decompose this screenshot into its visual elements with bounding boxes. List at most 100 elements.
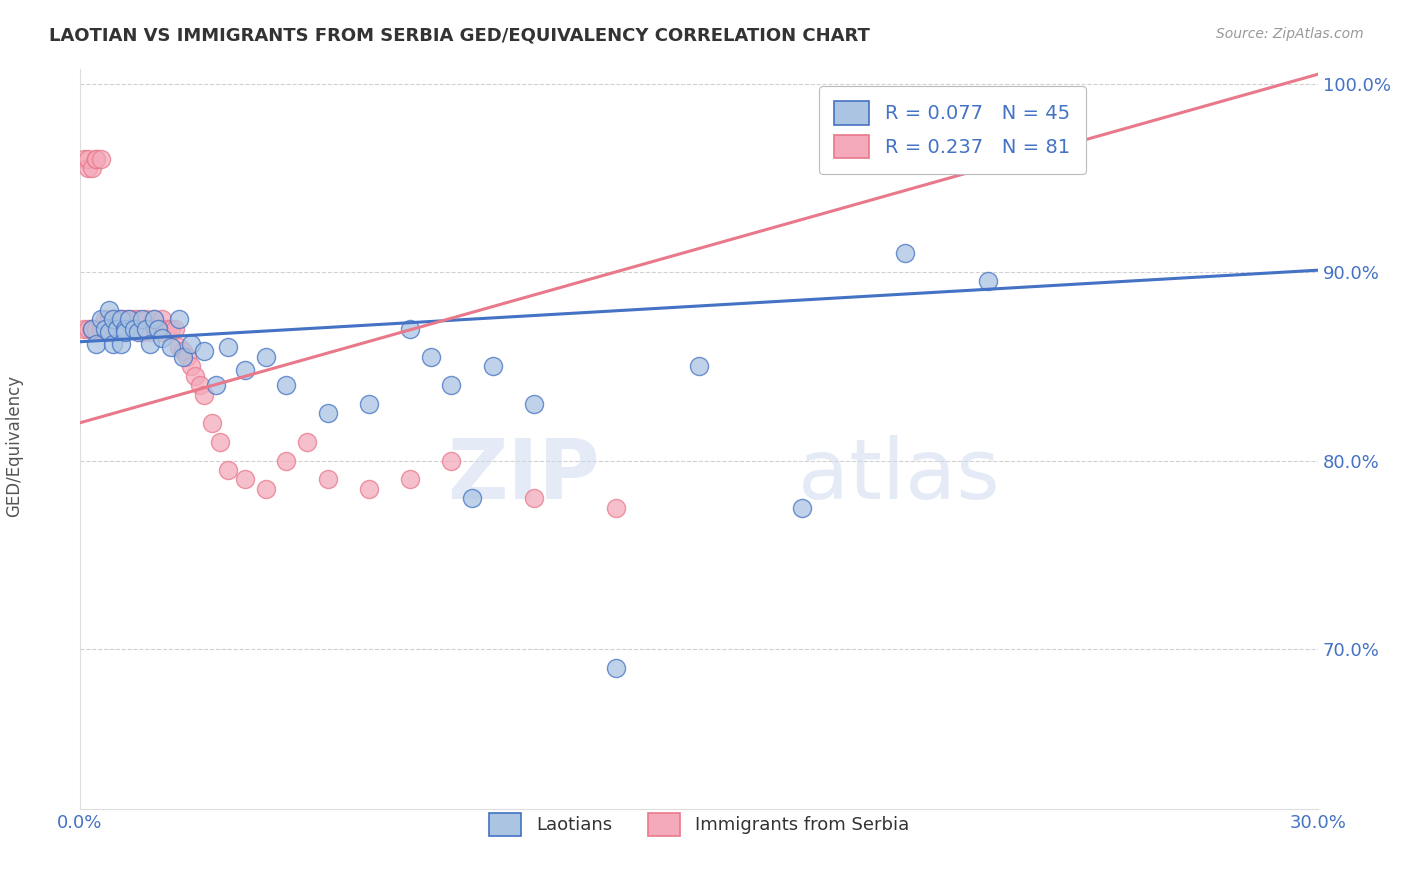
Point (135, 321, 157, 335)
Point (110, 312, 132, 326)
Point (97, 321, 120, 335)
Point (193, 344, 215, 359)
Point (155, 321, 177, 335)
Point (139, 326, 162, 340)
Point (167, 340, 190, 354)
Point (399, 321, 422, 335)
Point (97, 312, 120, 326)
Point (77, 161, 100, 176)
Point (122, 321, 145, 335)
Point (114, 326, 136, 340)
Point (89, 152, 111, 166)
Point (77, 152, 100, 166)
Point (217, 340, 239, 354)
Point (122, 312, 145, 326)
Point (110, 318, 132, 332)
Point (233, 472, 256, 486)
Point (118, 321, 141, 335)
Point (86, 152, 108, 166)
Point (152, 312, 174, 326)
Point (176, 350, 198, 364)
Point (316, 406, 339, 420)
Point (143, 321, 166, 335)
Point (357, 482, 380, 496)
Point (605, 500, 627, 515)
Point (180, 359, 202, 374)
Point (93, 321, 115, 335)
Point (101, 321, 124, 335)
Point (605, 661, 627, 675)
Point (131, 321, 153, 335)
Point (127, 312, 149, 326)
Point (86, 152, 108, 166)
Point (159, 340, 181, 354)
Point (131, 312, 153, 326)
Point (118, 312, 141, 326)
Point (523, 397, 546, 411)
Point (399, 472, 422, 486)
Point (193, 387, 215, 401)
Point (82, 321, 104, 335)
Point (688, 359, 710, 374)
Point (97, 326, 120, 340)
Point (461, 491, 484, 506)
Point (89, 321, 111, 335)
Point (110, 336, 132, 351)
Point (172, 350, 194, 364)
Point (523, 491, 546, 506)
Point (481, 359, 503, 374)
Text: LAOTIAN VS IMMIGRANTS FROM SERBIA GED/EQUIVALENCY CORRELATION CHART: LAOTIAN VS IMMIGRANTS FROM SERBIA GED/EQ… (49, 27, 870, 45)
Point (86, 321, 108, 335)
Point (101, 321, 124, 335)
Point (77, 321, 100, 335)
Point (101, 312, 124, 326)
Text: Source: ZipAtlas.com: Source: ZipAtlas.com (1216, 27, 1364, 41)
Point (82, 321, 104, 335)
Point (122, 321, 145, 335)
Point (316, 472, 339, 486)
Point (110, 321, 132, 335)
Point (105, 312, 128, 326)
Point (163, 321, 186, 335)
Point (114, 321, 136, 335)
Point (148, 321, 170, 335)
Point (148, 321, 170, 335)
Point (105, 321, 128, 335)
Point (977, 275, 1000, 289)
Point (139, 321, 162, 335)
Point (233, 363, 256, 377)
Point (73, 152, 96, 166)
Point (135, 312, 157, 326)
Point (276, 453, 298, 467)
Point (152, 331, 174, 345)
Point (82, 321, 104, 335)
Point (276, 378, 298, 392)
Point (295, 434, 318, 449)
Point (114, 321, 136, 335)
Point (143, 312, 166, 326)
Point (894, 246, 917, 260)
Point (419, 350, 441, 364)
Point (127, 326, 149, 340)
Point (440, 378, 463, 392)
Point (201, 416, 224, 430)
Point (114, 312, 136, 326)
Point (101, 336, 124, 351)
Point (135, 321, 157, 335)
Point (254, 350, 277, 364)
Point (357, 397, 380, 411)
Point (118, 321, 141, 335)
Point (127, 321, 149, 335)
Point (105, 321, 128, 335)
Point (152, 326, 174, 340)
Point (254, 482, 277, 496)
Point (86, 336, 108, 351)
Point (188, 378, 211, 392)
Point (101, 312, 124, 326)
Point (143, 312, 166, 326)
Point (97, 321, 120, 335)
Point (205, 378, 228, 392)
Point (167, 312, 190, 326)
Point (101, 321, 124, 335)
Point (97, 321, 120, 335)
